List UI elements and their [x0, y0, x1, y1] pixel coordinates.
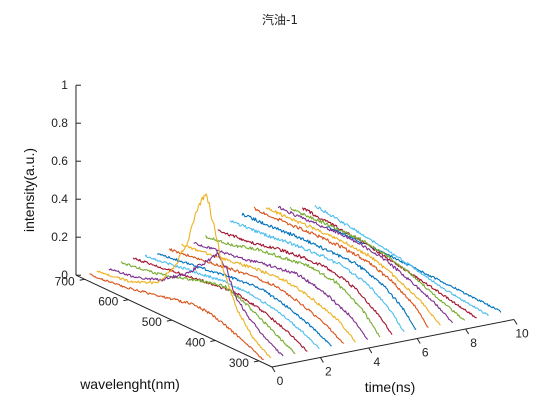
z-tick-label: 0.2 — [51, 230, 68, 244]
x-axis-line — [271, 319, 515, 368]
series-layer — [89, 193, 502, 360]
series-line — [253, 206, 429, 328]
z-tick-label: 0 — [61, 268, 68, 282]
y-tick-mark — [210, 339, 216, 342]
y-tick-label: 700 — [55, 274, 75, 288]
y-axis-label: wavelenght(nm) — [79, 376, 180, 392]
x-axis-label: time(ns) — [365, 379, 416, 395]
series-line — [132, 257, 308, 352]
x-tick-mark — [319, 357, 324, 363]
z-axis-label: intensity(a.u.) — [21, 148, 37, 232]
x-tick-mark — [368, 347, 373, 354]
series-line — [108, 251, 284, 357]
y-tick-label: 500 — [142, 315, 162, 329]
x-tick-mark — [513, 319, 518, 325]
series-line — [229, 220, 405, 333]
y-tick-label: 600 — [98, 295, 118, 309]
x-tick-label: 8 — [470, 336, 477, 350]
series-line — [217, 229, 393, 335]
z-tick-label: 0.8 — [51, 116, 68, 130]
series-line — [120, 261, 296, 355]
z-tick-label: 1 — [61, 78, 68, 92]
y-tick-mark — [79, 278, 85, 281]
series-line — [96, 193, 272, 359]
series-line — [265, 207, 441, 326]
series-line — [168, 248, 345, 344]
y-tick-mark — [166, 319, 172, 322]
x-tick-mark — [271, 366, 276, 373]
series-line — [193, 241, 369, 340]
x-tick-label: 4 — [373, 355, 380, 369]
z-tick-label: 0.4 — [51, 192, 68, 206]
x-tick-mark — [465, 328, 470, 335]
series-line — [181, 243, 356, 343]
y-tick-mark — [253, 360, 260, 363]
series-line — [156, 253, 332, 347]
x-tick-mark — [416, 338, 421, 344]
y-tick-label: 400 — [185, 335, 205, 349]
x-tick-label: 6 — [422, 346, 429, 360]
series-line — [205, 235, 381, 338]
x-tick-label: 2 — [325, 365, 332, 379]
z-tick-label: 0.6 — [51, 154, 68, 168]
x-tick-label: 0 — [277, 374, 284, 388]
y-tick-mark — [123, 299, 129, 302]
axes — [75, 85, 515, 368]
y-tick-label: 300 — [229, 356, 249, 370]
series-line — [277, 206, 453, 324]
chart-title: 汽油-1 — [262, 12, 298, 27]
series-line — [89, 273, 264, 360]
series-line — [241, 212, 417, 330]
series-line — [314, 205, 489, 316]
y-axis-line — [75, 274, 273, 368]
series-line — [289, 206, 466, 321]
x-tick-label: 10 — [515, 327, 529, 341]
